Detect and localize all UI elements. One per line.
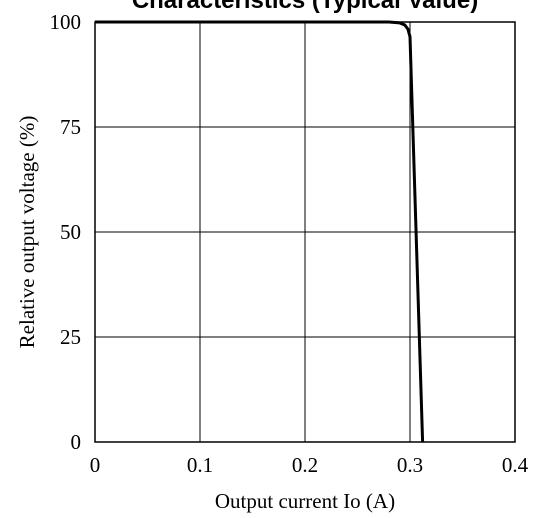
y-tick-label: 0 <box>71 430 82 454</box>
x-tick-label: 0.4 <box>502 453 529 477</box>
y-tick-label: 75 <box>60 115 81 139</box>
y-tick-label: 100 <box>50 10 82 34</box>
plot-area-frame <box>94 21 516 443</box>
y-tick-label: 50 <box>60 220 81 244</box>
x-tick-label: 0 <box>90 453 101 477</box>
y-axis-label: Relative output voltage (%) <box>15 116 39 349</box>
x-tick-label: 0.2 <box>292 453 318 477</box>
y-tick-label: 25 <box>60 325 81 349</box>
x-tick-label: 0.1 <box>187 453 213 477</box>
x-axis-label: Output current Io (A) <box>215 489 395 513</box>
chart-title: Characteristics (Typical Value) <box>132 0 478 14</box>
tick-labels: 0 0.1 0.2 0.3 0.4 0 25 50 75 100 <box>50 10 529 477</box>
x-tick-label: 0.3 <box>397 453 423 477</box>
gridlines <box>95 22 515 442</box>
